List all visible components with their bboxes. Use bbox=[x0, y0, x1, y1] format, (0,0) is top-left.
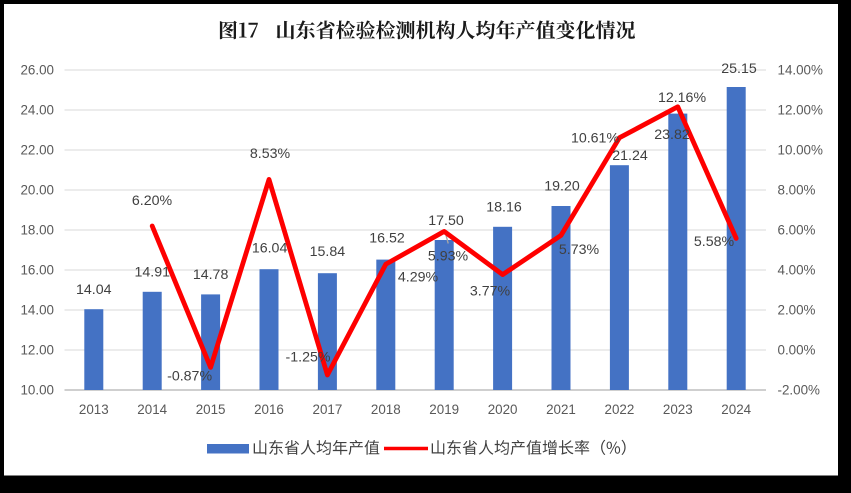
svg-text:19.20: 19.20 bbox=[544, 179, 580, 195]
svg-text:2.00%: 2.00% bbox=[778, 303, 816, 318]
svg-text:14.78: 14.78 bbox=[193, 267, 229, 283]
svg-text:22.00: 22.00 bbox=[20, 143, 54, 158]
svg-text:2023: 2023 bbox=[663, 402, 693, 417]
svg-text:10.00%: 10.00% bbox=[778, 143, 824, 158]
svg-text:8.00%: 8.00% bbox=[778, 183, 816, 198]
svg-text:2021: 2021 bbox=[546, 402, 576, 417]
svg-text:0.00%: 0.00% bbox=[778, 343, 816, 358]
svg-text:2020: 2020 bbox=[488, 402, 518, 417]
svg-text:23.82: 23.82 bbox=[654, 127, 690, 143]
svg-text:16.52: 16.52 bbox=[369, 231, 405, 247]
svg-text:-2.00%: -2.00% bbox=[778, 383, 821, 398]
svg-text:3.77%: 3.77% bbox=[470, 283, 511, 299]
svg-text:24.00: 24.00 bbox=[20, 103, 54, 118]
svg-text:21.24: 21.24 bbox=[612, 148, 648, 164]
svg-text:12.00: 12.00 bbox=[20, 343, 54, 358]
svg-text:2019: 2019 bbox=[429, 402, 459, 417]
svg-text:2018: 2018 bbox=[371, 402, 401, 417]
svg-text:2024: 2024 bbox=[721, 402, 751, 417]
svg-text:5.93%: 5.93% bbox=[428, 248, 469, 264]
svg-text:25.15: 25.15 bbox=[721, 61, 757, 77]
svg-text:17.50: 17.50 bbox=[428, 213, 464, 229]
svg-text:16.04: 16.04 bbox=[252, 241, 288, 257]
svg-text:10.00: 10.00 bbox=[20, 383, 54, 398]
svg-text:14.00%: 14.00% bbox=[778, 63, 824, 78]
svg-text:8.53%: 8.53% bbox=[250, 146, 291, 162]
svg-text:12.16%: 12.16% bbox=[658, 90, 707, 106]
svg-text:20.00: 20.00 bbox=[20, 183, 54, 198]
svg-text:6.00%: 6.00% bbox=[778, 223, 816, 238]
svg-text:14.04: 14.04 bbox=[76, 282, 112, 298]
svg-text:5.58%: 5.58% bbox=[694, 234, 735, 250]
svg-text:6.20%: 6.20% bbox=[132, 193, 173, 209]
svg-text:18.16: 18.16 bbox=[486, 200, 522, 216]
svg-text:14.00: 14.00 bbox=[20, 303, 54, 318]
svg-text:2015: 2015 bbox=[196, 402, 226, 417]
svg-text:12.00%: 12.00% bbox=[778, 103, 824, 118]
svg-text:-1.25%: -1.25% bbox=[286, 350, 331, 366]
svg-text:16.00: 16.00 bbox=[20, 263, 54, 278]
svg-text:4.00%: 4.00% bbox=[778, 263, 816, 278]
svg-text:2013: 2013 bbox=[79, 402, 109, 417]
svg-text:2016: 2016 bbox=[254, 402, 284, 417]
svg-text:4.29%: 4.29% bbox=[398, 270, 439, 286]
svg-text:2017: 2017 bbox=[313, 402, 343, 417]
svg-text:18.00: 18.00 bbox=[20, 223, 54, 238]
svg-text:10.61%: 10.61% bbox=[571, 131, 620, 147]
svg-text:2014: 2014 bbox=[137, 402, 167, 417]
svg-text:5.73%: 5.73% bbox=[559, 242, 600, 258]
svg-text:14.91: 14.91 bbox=[135, 265, 171, 281]
svg-text:2022: 2022 bbox=[605, 402, 635, 417]
svg-text:26.00: 26.00 bbox=[20, 63, 54, 78]
svg-text:15.84: 15.84 bbox=[310, 244, 346, 260]
svg-text:-0.87%: -0.87% bbox=[167, 369, 212, 385]
